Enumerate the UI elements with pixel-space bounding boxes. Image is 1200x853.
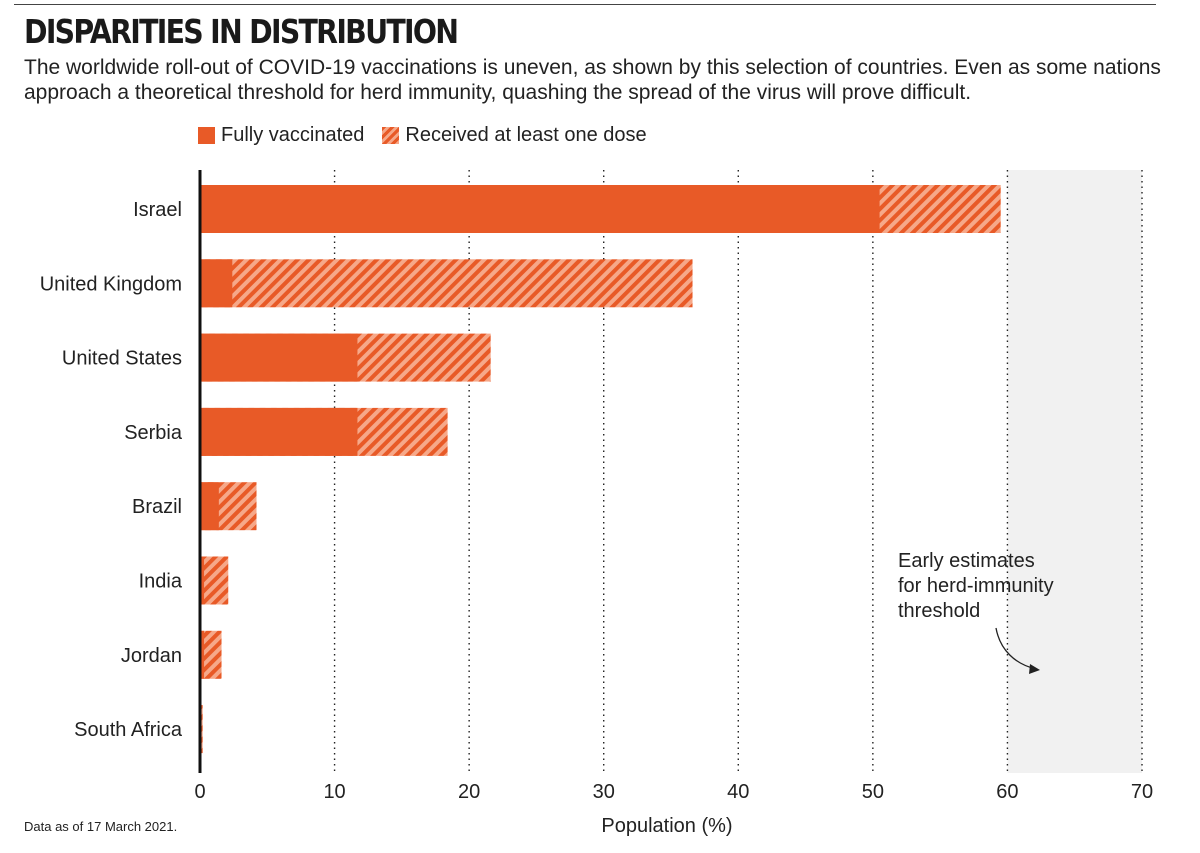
- category-label-india: India: [139, 571, 183, 593]
- x-tick-label-0: 0: [194, 781, 205, 803]
- bar-fully-jordan: [200, 630, 205, 679]
- threshold-annotation-line-3: threshold: [898, 600, 980, 622]
- x-tick-label-20: 20: [458, 781, 480, 803]
- category-label-united-states: United States: [62, 348, 182, 370]
- x-tick-label-10: 10: [323, 781, 345, 803]
- legend: Fully vaccinated Received at least one d…: [198, 124, 665, 147]
- x-tick-label-60: 60: [996, 781, 1018, 803]
- category-label-united-kingdom: United Kingdom: [40, 273, 182, 295]
- bar-fully-serbia: [200, 407, 358, 456]
- x-tick-label-30: 30: [593, 781, 615, 803]
- category-label-israel: Israel: [133, 199, 182, 221]
- bar-fully-united-states: [200, 333, 358, 382]
- bar-fully-israel: [200, 185, 880, 233]
- threshold-band: [1007, 170, 1142, 773]
- legend-item-one-dose: Received at least one dose: [382, 124, 647, 147]
- bar-fully-brazil: [200, 482, 219, 531]
- category-label-south-africa: South Africa: [74, 719, 183, 741]
- x-tick-label-40: 40: [727, 781, 749, 803]
- threshold-annotation-line-1: Early estimates: [898, 550, 1035, 572]
- legend-label-one-dose: Received at least one dose: [405, 124, 647, 146]
- source-note: Data as of 17 March 2021.: [24, 819, 178, 834]
- bar-fully-india: [200, 556, 205, 605]
- bar-one-dose-india: [200, 556, 229, 605]
- chart-subtitle: The worldwide roll-out of COVID-19 vacci…: [24, 56, 1161, 104]
- annotation-arrowhead: [1029, 664, 1040, 674]
- legend-item-fully: Fully vaccinated: [198, 124, 364, 147]
- top-rule: [14, 4, 1156, 5]
- legend-label-fully: Fully vaccinated: [221, 124, 365, 146]
- bar-one-dose-united-kingdom: [200, 259, 693, 308]
- chart-title: DISPARITIES IN DISTRIBUTION: [24, 12, 459, 51]
- x-tick-label-70: 70: [1131, 781, 1153, 803]
- category-label-serbia: Serbia: [124, 422, 183, 444]
- bar-one-dose-jordan: [200, 630, 222, 679]
- threshold-annotation-line-2: for herd-immunity: [898, 575, 1054, 597]
- x-axis-title: Population (%): [601, 815, 732, 837]
- bar-fully-united-kingdom: [200, 259, 233, 308]
- legend-swatch-one-dose: [382, 127, 400, 144]
- x-tick-label-50: 50: [862, 781, 884, 803]
- category-label-jordan: Jordan: [121, 645, 182, 667]
- legend-swatch-fully: [198, 127, 215, 144]
- category-label-brazil: Brazil: [132, 496, 182, 518]
